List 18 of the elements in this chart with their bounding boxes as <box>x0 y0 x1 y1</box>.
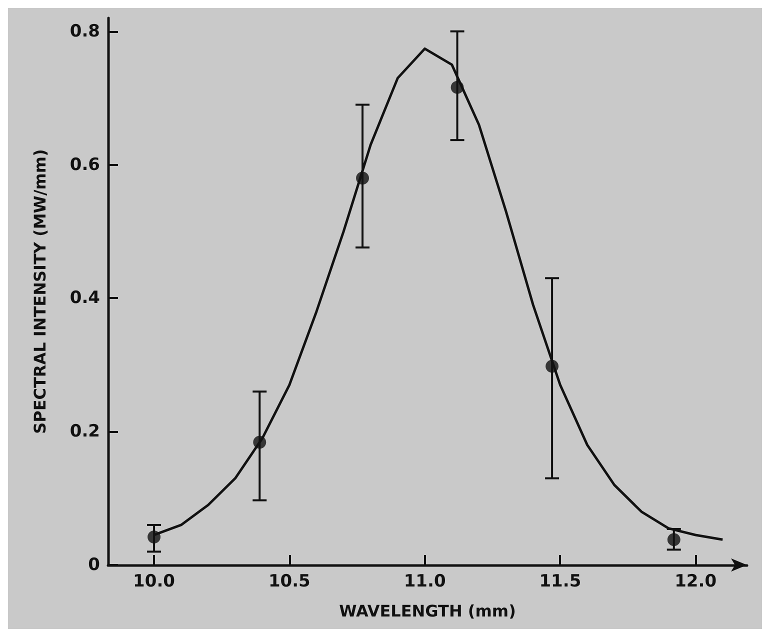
point <box>667 533 680 546</box>
point <box>450 80 464 94</box>
point <box>253 436 266 449</box>
y-tick-label: 0.4 <box>70 288 100 308</box>
point <box>356 172 370 185</box>
y-tick-label: 0.6 <box>70 154 100 175</box>
y-tick-label: 0 <box>88 555 100 575</box>
y-tick-label: 0.8 <box>70 21 100 42</box>
y-tick-label: 0.2 <box>70 422 100 442</box>
x-tick-label: 10.5 <box>268 572 310 592</box>
x-tick-label: 11.5 <box>539 572 582 592</box>
y-axis-title: SPECTRAL INTENSITY (MW/mm) <box>30 149 50 434</box>
x-tick-label: 12.0 <box>674 572 717 592</box>
point <box>148 530 161 544</box>
point <box>546 360 559 373</box>
x-tick-label: 11.0 <box>404 572 446 592</box>
x-axis-title: WAVELENGTH (mm) <box>339 602 516 620</box>
x-tick-label: 10.0 <box>133 572 176 592</box>
